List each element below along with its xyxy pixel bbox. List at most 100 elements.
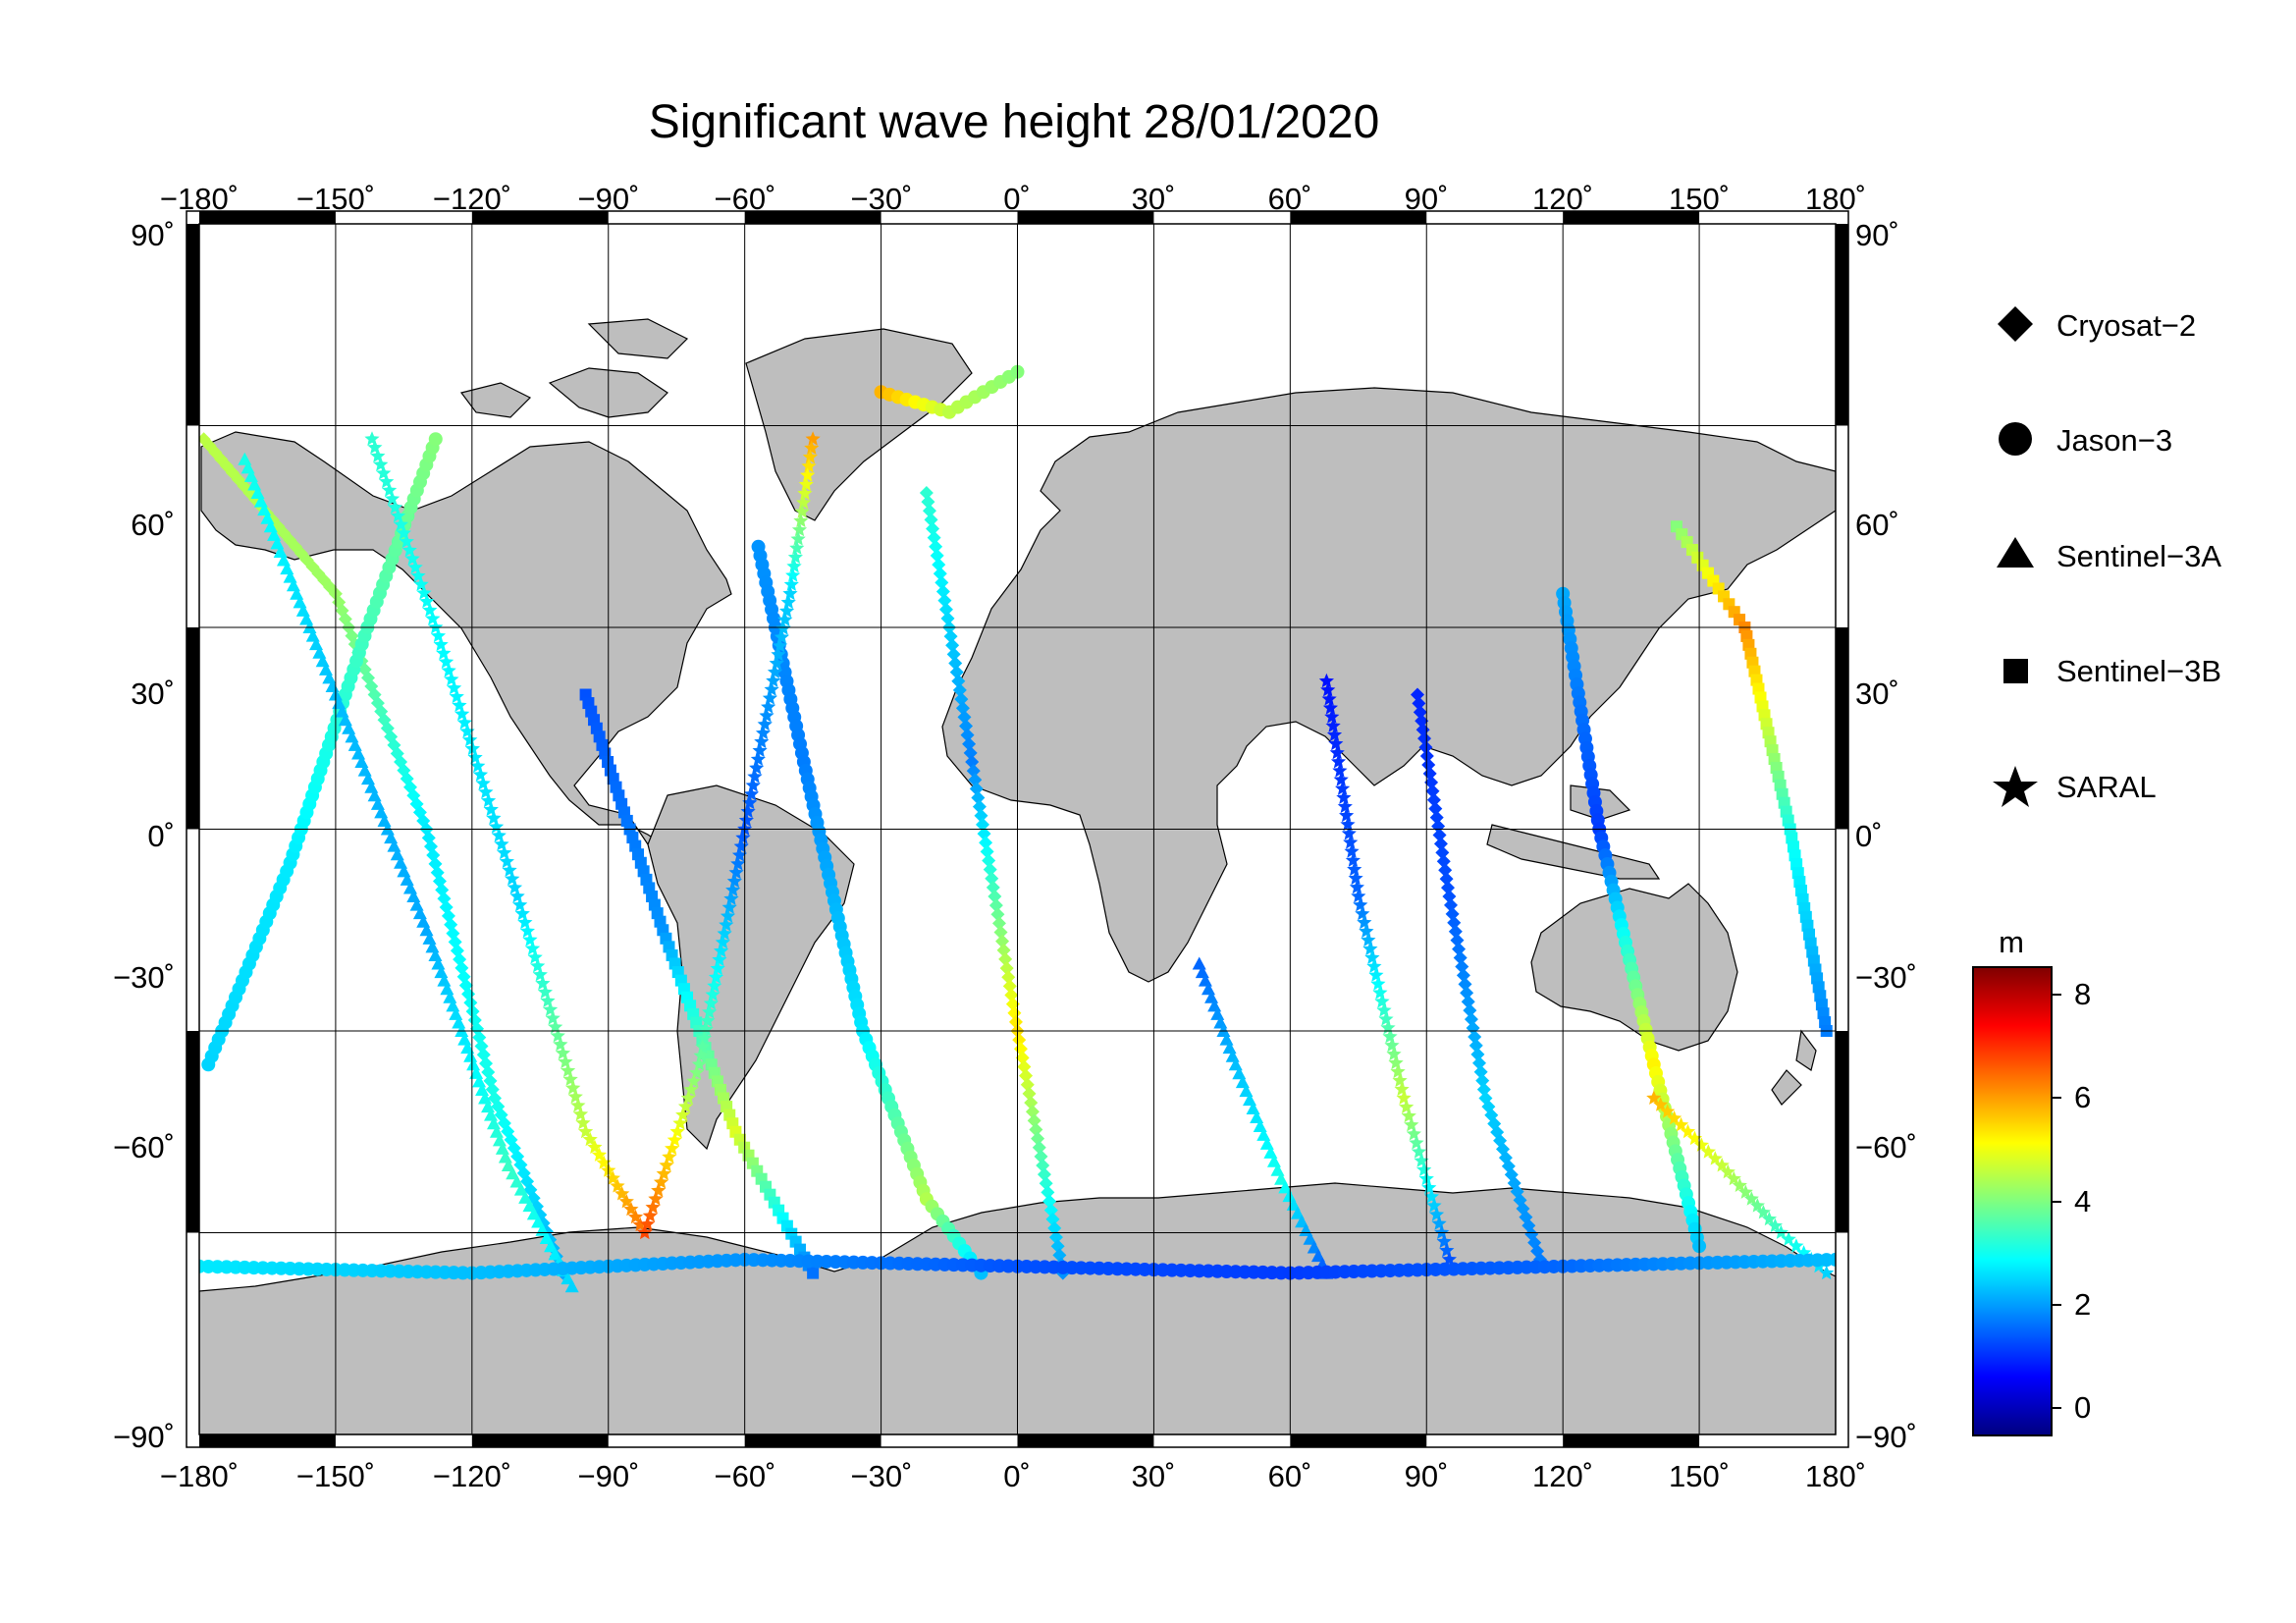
swh-point	[712, 951, 727, 967]
swh-point	[553, 1037, 568, 1052]
swh-point	[771, 646, 786, 662]
swh-point	[1447, 915, 1462, 930]
swh-point	[433, 636, 449, 652]
swh-point	[1333, 772, 1349, 786]
x-tick-bottom: 60˚	[1268, 1459, 1312, 1493]
x-tick-top: −90˚	[578, 182, 640, 216]
swh-point	[983, 862, 997, 877]
swh-point	[564, 1279, 579, 1293]
swh-point	[1052, 1248, 1067, 1263]
swh-point	[683, 1081, 699, 1097]
swh-point	[1418, 740, 1433, 755]
swh-point	[1442, 890, 1457, 903]
swh-point	[1404, 1116, 1419, 1132]
swh-point	[801, 459, 817, 473]
swh-point	[785, 568, 801, 582]
satellite-track	[1318, 673, 1457, 1267]
swh-point	[1359, 923, 1374, 939]
swh-point	[677, 1099, 694, 1113]
swh-point	[672, 1115, 688, 1130]
swh-point	[998, 951, 1013, 966]
legend-label: Jason−3	[2056, 423, 2172, 458]
swh-point	[1749, 1198, 1765, 1213]
swh-point	[1382, 1029, 1398, 1044]
swh-point	[929, 539, 943, 554]
frame-segment	[1563, 1434, 1700, 1447]
swh-point	[996, 943, 1011, 957]
swh-point	[1415, 714, 1429, 729]
x-tick-bottom: −150˚	[296, 1459, 375, 1493]
swh-point	[1431, 1216, 1447, 1230]
swh-point	[1318, 673, 1334, 688]
swh-point	[1378, 1011, 1394, 1026]
x-tick-top: 180˚	[1805, 182, 1866, 216]
swh-point	[1034, 1149, 1048, 1163]
swh-point	[532, 966, 548, 982]
swh-point	[1646, 1090, 1662, 1105]
swh-point	[948, 656, 963, 671]
swh-point	[966, 764, 981, 779]
swh-point	[932, 558, 946, 572]
swh-point	[977, 827, 991, 841]
swh-point	[807, 1267, 820, 1279]
swh-point	[462, 731, 478, 747]
swh-point	[1307, 1240, 1321, 1254]
swh-point	[1332, 763, 1348, 778]
swh-point	[783, 576, 799, 591]
swh-point	[1321, 691, 1337, 706]
swh-point	[1473, 1064, 1488, 1079]
swh-point	[946, 647, 961, 662]
swh-point	[1439, 1242, 1455, 1258]
frame-segment	[187, 627, 199, 830]
swh-point	[1039, 1176, 1053, 1191]
swh-point	[927, 530, 941, 545]
swh-point	[199, 432, 211, 447]
wave-height-tracks	[199, 364, 1836, 1293]
satellite-track	[199, 1252, 1836, 1280]
swh-point	[1470, 1047, 1485, 1061]
swh-point	[990, 907, 1005, 922]
swh-point	[452, 697, 467, 712]
swh-point	[719, 917, 734, 932]
swh-point	[651, 1182, 667, 1198]
swh-point	[735, 830, 751, 844]
legend-item-sentinel-3b: Sentinel−3B	[2003, 654, 2221, 688]
swh-point	[444, 672, 459, 686]
swh-point	[1336, 789, 1352, 804]
grid-lines	[199, 224, 1836, 1434]
swh-point	[790, 531, 806, 546]
swh-point	[441, 663, 456, 677]
swh-point	[963, 745, 978, 760]
satellite-track	[579, 688, 820, 1279]
swh-point	[767, 664, 783, 679]
swh-point	[696, 1030, 713, 1046]
y-tick-right: −90˚	[1855, 1420, 1917, 1454]
swh-point	[1448, 924, 1463, 939]
swh-point	[659, 1158, 674, 1172]
swh-point	[1357, 914, 1372, 930]
legend-label: Cryosat−2	[2056, 308, 2196, 343]
x-tick-bottom: −120˚	[433, 1459, 511, 1493]
swh-point	[645, 1199, 661, 1215]
swh-point	[1445, 906, 1460, 921]
swh-point	[1025, 1105, 1040, 1119]
map-frame	[186, 210, 1849, 1448]
swh-point	[759, 708, 774, 723]
satellite-track	[1556, 586, 1707, 1254]
swh-point	[731, 847, 748, 862]
swh-point	[955, 701, 970, 716]
swh-point	[1743, 1191, 1759, 1206]
swh-point	[1416, 1162, 1432, 1176]
swh-point	[665, 1140, 680, 1156]
y-tick-left: −30˚	[113, 960, 175, 995]
swh-point	[1022, 1086, 1037, 1101]
arctic-islands	[459, 318, 689, 418]
swh-point	[1036, 1159, 1050, 1172]
swh-point	[376, 465, 392, 480]
swh-point	[796, 495, 812, 510]
swh-point	[662, 1149, 677, 1163]
swh-point	[700, 1012, 716, 1028]
greenland	[745, 328, 973, 521]
colorbar-tick-label: 8	[2074, 977, 2091, 1011]
swh-point	[952, 682, 967, 697]
